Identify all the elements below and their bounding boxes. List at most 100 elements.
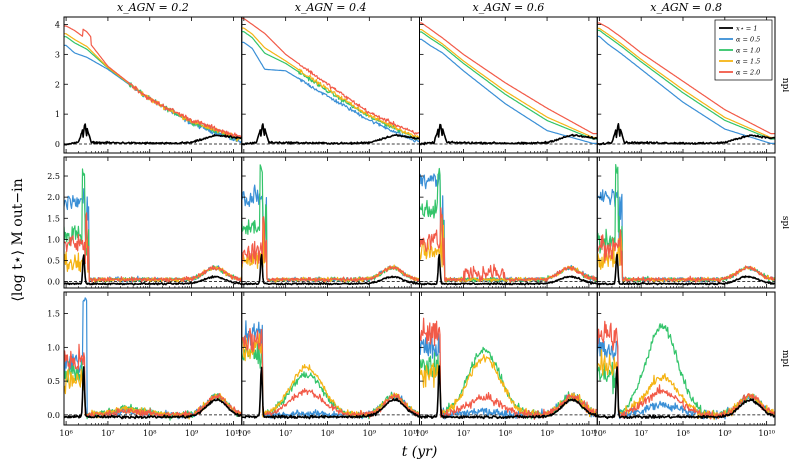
x-tick-label: 10¹⁰ [403, 429, 420, 438]
series-line-20 [64, 212, 242, 283]
x-tick-label: 10⁹ [363, 429, 377, 438]
series-line-15 [597, 231, 775, 283]
x-tick-label: 10⁶ [237, 429, 250, 438]
x-tick-label: 10⁶ [59, 429, 72, 438]
legend-label: x⋆ = 1 [736, 25, 757, 33]
panel-spl-col1 [64, 168, 242, 286]
series-line-x1 [241, 366, 420, 420]
legend-label: α = 1.0 [736, 47, 760, 55]
series-line-10 [64, 36, 242, 142]
series-line-15 [241, 27, 420, 140]
y-tick-label: 1.5 [47, 214, 60, 223]
row-label-mpl: mpl [780, 350, 789, 367]
panel-spl-col4 [597, 164, 775, 286]
x-axis-label: t (yr) [402, 444, 438, 460]
x-tick-label: 10¹⁰ [758, 429, 775, 438]
y-tick-label: 1.0 [47, 235, 60, 244]
panel-mpl-col3 [419, 317, 598, 420]
y-tick-label: 0 [55, 140, 60, 149]
series-line-15 [597, 27, 775, 139]
column-title: x_AGN = 0.6 [472, 1, 544, 14]
row-label-npl: npl [780, 78, 789, 93]
series-line-05 [419, 332, 598, 420]
y-tick-label: 0.5 [47, 377, 60, 386]
series-line-05 [241, 41, 420, 143]
series-line-x1 [241, 254, 420, 286]
x-tick-label: 10⁹ [185, 429, 199, 438]
series-line-x1 [419, 254, 598, 286]
series-line-10 [241, 164, 420, 284]
x-tick-label: 10⁹ [540, 429, 554, 438]
row-label-spl: spl [780, 216, 789, 229]
series-line-15 [241, 221, 420, 283]
y-tick-label: 2 [55, 80, 60, 89]
series-line-x1 [419, 365, 598, 420]
series-line-15 [64, 368, 242, 420]
panel-npl-col2 [241, 17, 420, 146]
x-tick-label: 10⁸ [676, 429, 689, 438]
panel-spl-col2 [241, 164, 420, 286]
x-tick-label: 10⁷ [457, 429, 470, 438]
series-line-x1 [64, 254, 242, 286]
series-line-20 [597, 22, 775, 135]
column-title: x_AGN = 0.4 [295, 1, 367, 14]
panel-spl-col3 [419, 167, 598, 286]
series-line-x1 [597, 253, 775, 286]
y-tick-label: 1.0 [47, 343, 60, 352]
column-title: x_AGN = 0.2 [117, 1, 189, 14]
x-tick-label: 10¹⁰ [225, 429, 242, 438]
series-line-05 [241, 320, 420, 420]
series-line-x1 [64, 123, 242, 146]
series-line-15 [419, 29, 598, 139]
series-line-20 [241, 327, 420, 419]
series-line-15 [241, 333, 420, 419]
x-tick-label: 10⁸ [143, 429, 156, 438]
series-line-05 [597, 35, 775, 144]
series-line-x1 [419, 123, 598, 146]
series-line-20 [597, 320, 775, 420]
series-line-20 [64, 25, 242, 139]
x-tick-label: 10⁷ [101, 429, 114, 438]
panel-frame [596, 16, 776, 154]
panel-mpl-col1 [64, 297, 242, 421]
y-axis-label: ⟨log t⋆⟩ M out−in [10, 178, 26, 301]
series-line-x1 [241, 123, 420, 146]
series-line-x1 [597, 366, 775, 420]
y-tick-label: 1.5 [47, 310, 60, 319]
series-line-20 [419, 317, 598, 420]
series-line-10 [419, 31, 598, 140]
panel-npl-col3 [419, 22, 598, 146]
series-line-20 [241, 17, 420, 135]
series-line-x1 [64, 366, 242, 420]
panel-frame [419, 291, 598, 426]
column-title: x_AGN = 0.8 [650, 1, 722, 14]
panel-npl-col1 [64, 25, 242, 146]
panel-frame [596, 156, 776, 289]
legend-label: α = 2.0 [736, 69, 760, 77]
x-tick-label: 10⁸ [499, 429, 512, 438]
series-line-20 [597, 229, 775, 283]
y-tick-label: 2.5 [47, 172, 60, 181]
series-line-20 [419, 22, 598, 135]
panel-mpl-col2 [241, 320, 420, 420]
series-line-20 [241, 216, 420, 283]
y-tick-label: 2.0 [47, 193, 60, 202]
legend: x⋆ = 1 α = 0.5 α = 1.0 α = 1.5 α = 2.0 [714, 19, 773, 81]
panel-frame [241, 291, 420, 426]
series-line-15 [64, 33, 242, 142]
series-line-05 [419, 172, 598, 283]
series-line-15 [419, 215, 598, 283]
series-line-10 [597, 164, 775, 283]
y-tick-label: 3 [55, 50, 60, 59]
x-tick-label: 10⁷ [634, 429, 647, 438]
x-tick-label: 10⁶ [593, 429, 606, 438]
series-line-20 [419, 207, 598, 284]
y-tick-label: 4 [55, 20, 60, 29]
y-tick-label: 0.0 [47, 278, 60, 287]
series-line-10 [419, 167, 598, 283]
y-tick-label: 0.5 [47, 257, 60, 266]
x-tick-label: 10¹⁰ [581, 429, 598, 438]
series-line-10 [64, 168, 242, 283]
x-tick-label: 10⁶ [415, 429, 428, 438]
